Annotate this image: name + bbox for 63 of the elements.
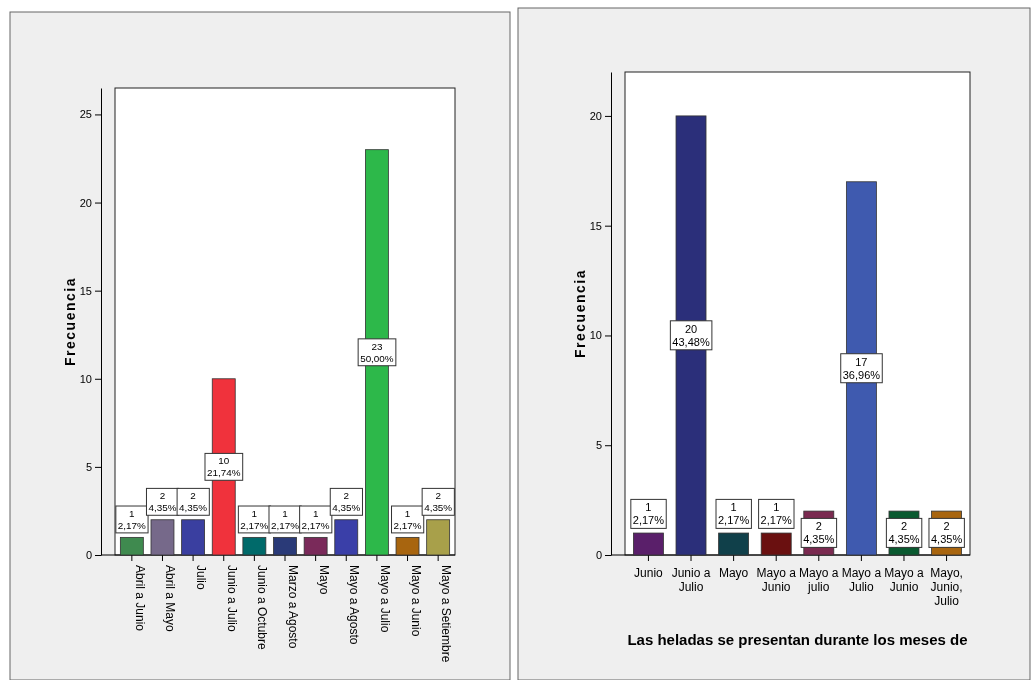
bar: [119, 536, 144, 556]
bar: [633, 532, 664, 556]
y-tick-label: 5: [85, 460, 92, 473]
bar: [718, 532, 750, 556]
data-label: 1 2,17%: [117, 508, 147, 531]
data-label: 17 36,96%: [842, 355, 881, 381]
x-tick-label: Junio: [634, 566, 664, 580]
bar: [181, 519, 205, 556]
x-tick-label: Mayo, Junio, Julio: [930, 566, 963, 608]
bar: [426, 519, 451, 556]
x-tick-label: Junio a Julio: [224, 565, 239, 633]
y-tick-label: 10: [589, 329, 602, 342]
data-label: 1 2,17%: [760, 501, 793, 527]
x-tick-label: Abril a Mayo: [163, 565, 178, 633]
data-label: 1 2,17%: [393, 508, 422, 531]
data-label: 1 2,17%: [632, 501, 665, 527]
y-tick-label: 20: [79, 196, 92, 209]
data-label: 2 4,35%: [888, 520, 920, 546]
x-tick-label: Mayo a Julio: [377, 565, 392, 633]
x-tick-label: Mayo a Setiembre: [439, 565, 454, 663]
data-label: 2 4,35%: [930, 520, 963, 546]
x-tick-label: Mayo a Agosto: [347, 565, 362, 645]
x-axis-title: Las heladas se presentan durante los meses de: [627, 631, 968, 648]
x-tick-label: Abril a Junio: [132, 565, 147, 632]
x-tick-label: Junio a Octubre: [255, 565, 270, 651]
y-axis-title: Frecuencia: [572, 269, 588, 358]
y-tick-label: 25: [79, 108, 92, 121]
data-label: 1 2,17%: [270, 508, 300, 531]
data-label: 20 43,48%: [672, 322, 710, 348]
y-axis-title: Frecuencia: [62, 277, 78, 366]
x-tick-label: Mayo a Junio: [756, 566, 797, 594]
x-tick-label: Mayo: [718, 566, 749, 580]
x-tick-label: Marzo a Agosto: [286, 565, 300, 649]
bar: [395, 536, 420, 556]
data-label: 1 2,17%: [718, 501, 750, 527]
y-tick-label: 20: [589, 109, 602, 122]
x-tick-label: Mayo a Junio: [884, 566, 924, 594]
data-label: 2 4,35%: [332, 490, 361, 514]
bar: [242, 536, 267, 556]
y-tick-label: 0: [85, 549, 92, 562]
y-tick-label: 15: [589, 219, 602, 232]
bar: [334, 519, 359, 556]
data-label: 10 21,74%: [206, 455, 241, 479]
y-tick-label: 0: [595, 549, 602, 562]
y-tick-label: 5: [595, 439, 602, 452]
data-label: 2 4,35%: [148, 490, 177, 514]
x-tick-label: Julio: [194, 565, 209, 591]
x-tick-label: Mayo a Junio: [408, 565, 423, 637]
bar: [273, 536, 297, 556]
data-label: 1 2,17%: [301, 508, 330, 531]
data-label: 23 50,00%: [360, 340, 394, 364]
y-tick-label: 15: [79, 284, 92, 297]
x-tick-label: Mayo a julio: [799, 566, 839, 594]
bar: [303, 536, 328, 556]
data-label: 2 4,35%: [424, 490, 453, 514]
x-tick-label: Mayo: [316, 565, 331, 595]
x-tick-label: Junio a Julio: [671, 566, 711, 594]
bar: [760, 532, 792, 556]
y-tick-label: 10: [79, 372, 92, 385]
data-label: 2 4,35%: [803, 520, 835, 546]
data-label: 1 2,17%: [240, 508, 269, 531]
data-label: 2 4,35%: [179, 490, 208, 514]
x-tick-label: Mayo a Julio: [841, 566, 882, 594]
